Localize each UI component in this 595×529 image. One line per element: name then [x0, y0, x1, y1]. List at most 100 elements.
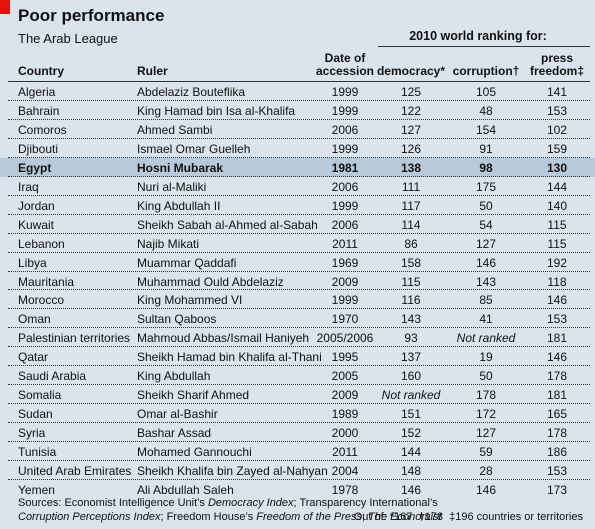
cell: 181 — [546, 388, 568, 403]
cell: 1981 — [331, 160, 359, 175]
cell: 127 — [475, 426, 497, 441]
cell: 192 — [546, 255, 568, 270]
cell: 143 — [400, 312, 422, 327]
cell: 146 — [475, 482, 497, 497]
cell: 141 — [546, 85, 568, 99]
cell: 54 — [479, 217, 493, 232]
cell: Bashar Assad — [137, 426, 212, 441]
cell: 153 — [546, 464, 568, 478]
cell: Djibouti — [18, 141, 59, 156]
row-separator — [8, 118, 590, 120]
source-text: ; Freedom House’s — [160, 511, 257, 523]
cell: 50 — [479, 198, 493, 213]
column-header: press freedom‡ — [529, 51, 585, 78]
row-separator — [8, 137, 590, 139]
cell: Omar al-Bashir — [137, 407, 218, 422]
cell: Iraq — [18, 179, 39, 194]
header-rule — [8, 81, 590, 82]
cell: Sheikh Sharif Ahmed — [137, 388, 250, 403]
cell: 2005 — [331, 369, 359, 384]
cell: 111 — [401, 179, 421, 194]
cell: Najib Mikati — [137, 236, 200, 251]
cell: 146 — [546, 293, 568, 308]
cell: 102 — [546, 122, 568, 137]
cell: 127 — [400, 122, 422, 137]
group-header: 2010 world ranking for: — [409, 29, 547, 43]
row-separator — [8, 156, 590, 158]
row-separator — [8, 270, 590, 272]
cell: 2009 — [331, 388, 359, 403]
cell: Saudi Arabia — [18, 369, 87, 384]
cell: Ali Abdullah Saleh — [137, 482, 234, 497]
cell: Muammar Qaddafi — [137, 255, 237, 270]
cell: 28 — [479, 464, 493, 478]
cell: Yemen — [18, 482, 55, 497]
cell: Ismael Omar Guelleh — [137, 141, 251, 156]
row-separator — [8, 365, 590, 367]
cell: Mahmoud Abbas/Ismail Haniyeh — [137, 331, 310, 346]
cell: 85 — [479, 293, 493, 308]
row-separator — [8, 194, 590, 196]
source-text: Democracy Index — [207, 497, 294, 509]
cell: 1995 — [331, 350, 359, 365]
cell: 1969 — [331, 255, 359, 270]
cell: 117 — [401, 198, 421, 213]
cell: 1999 — [331, 103, 359, 118]
cell: 1999 — [331, 293, 359, 308]
source-text: Freedom of the Press — [256, 511, 363, 523]
cell: 126 — [400, 141, 422, 156]
cell: 127 — [475, 236, 497, 251]
cell: 140 — [546, 198, 568, 213]
cell: 2000 — [331, 426, 359, 441]
row-separator — [8, 289, 590, 291]
source-text: The Economist — [368, 511, 442, 523]
cell: 175 — [475, 179, 497, 194]
cell: 91 — [479, 141, 493, 156]
cell: 178 — [546, 369, 568, 384]
cell: 2011 — [332, 236, 358, 251]
cell: Sheikh Hamad bin Khalifa al-Thani — [137, 350, 322, 365]
cell: 159 — [546, 141, 568, 156]
cell: King Mohammed VI — [137, 293, 243, 308]
cell: 1989 — [331, 407, 359, 422]
row-separator — [8, 441, 590, 443]
cell: 148 — [400, 464, 422, 478]
sources-line: Corruption Perceptions Index; Freedom Ho… — [18, 511, 442, 523]
cell: 105 — [475, 85, 497, 99]
cell: Muhammad Ould Abdelaziz — [137, 274, 284, 289]
cell: 165 — [546, 407, 568, 422]
cell: 160 — [400, 369, 422, 384]
row-separator — [8, 232, 590, 234]
cell: 173 — [546, 482, 568, 497]
cell: 115 — [547, 236, 567, 251]
cell: 116 — [401, 293, 421, 308]
cell: Sheikh Khalifa bin Zayed al-Nahyan — [137, 464, 328, 478]
row-separator — [8, 308, 590, 310]
cell: 2006 — [331, 217, 359, 232]
cell: 2005/2006 — [316, 331, 374, 346]
source-text: ; Transparency International’s — [293, 497, 438, 509]
cell: Abdelaziz Bouteflika — [137, 85, 246, 99]
cell: 138 — [400, 160, 422, 175]
cell: 1999 — [331, 198, 359, 213]
row-separator — [8, 99, 590, 101]
cell: 181 — [546, 331, 568, 346]
subtitle: The Arab League — [18, 31, 118, 46]
cell: 1999 — [331, 141, 359, 156]
cell: 59 — [479, 445, 493, 460]
column-header: Date of accession — [315, 51, 375, 78]
cell: 41 — [479, 312, 493, 327]
cell: Not ranked — [456, 331, 516, 346]
cell: Qatar — [18, 350, 49, 365]
cell: 186 — [546, 445, 568, 460]
cell: Nuri al-Maliki — [137, 179, 207, 194]
cell: 144 — [400, 445, 422, 460]
cell: 118 — [547, 274, 567, 289]
cell: 2011 — [332, 445, 358, 460]
cell: Somalia — [18, 388, 62, 403]
row-separator — [8, 175, 590, 177]
cell: King Abdullah — [137, 369, 211, 384]
cell: Kuwait — [18, 217, 55, 232]
source-text: ; — [362, 511, 369, 523]
